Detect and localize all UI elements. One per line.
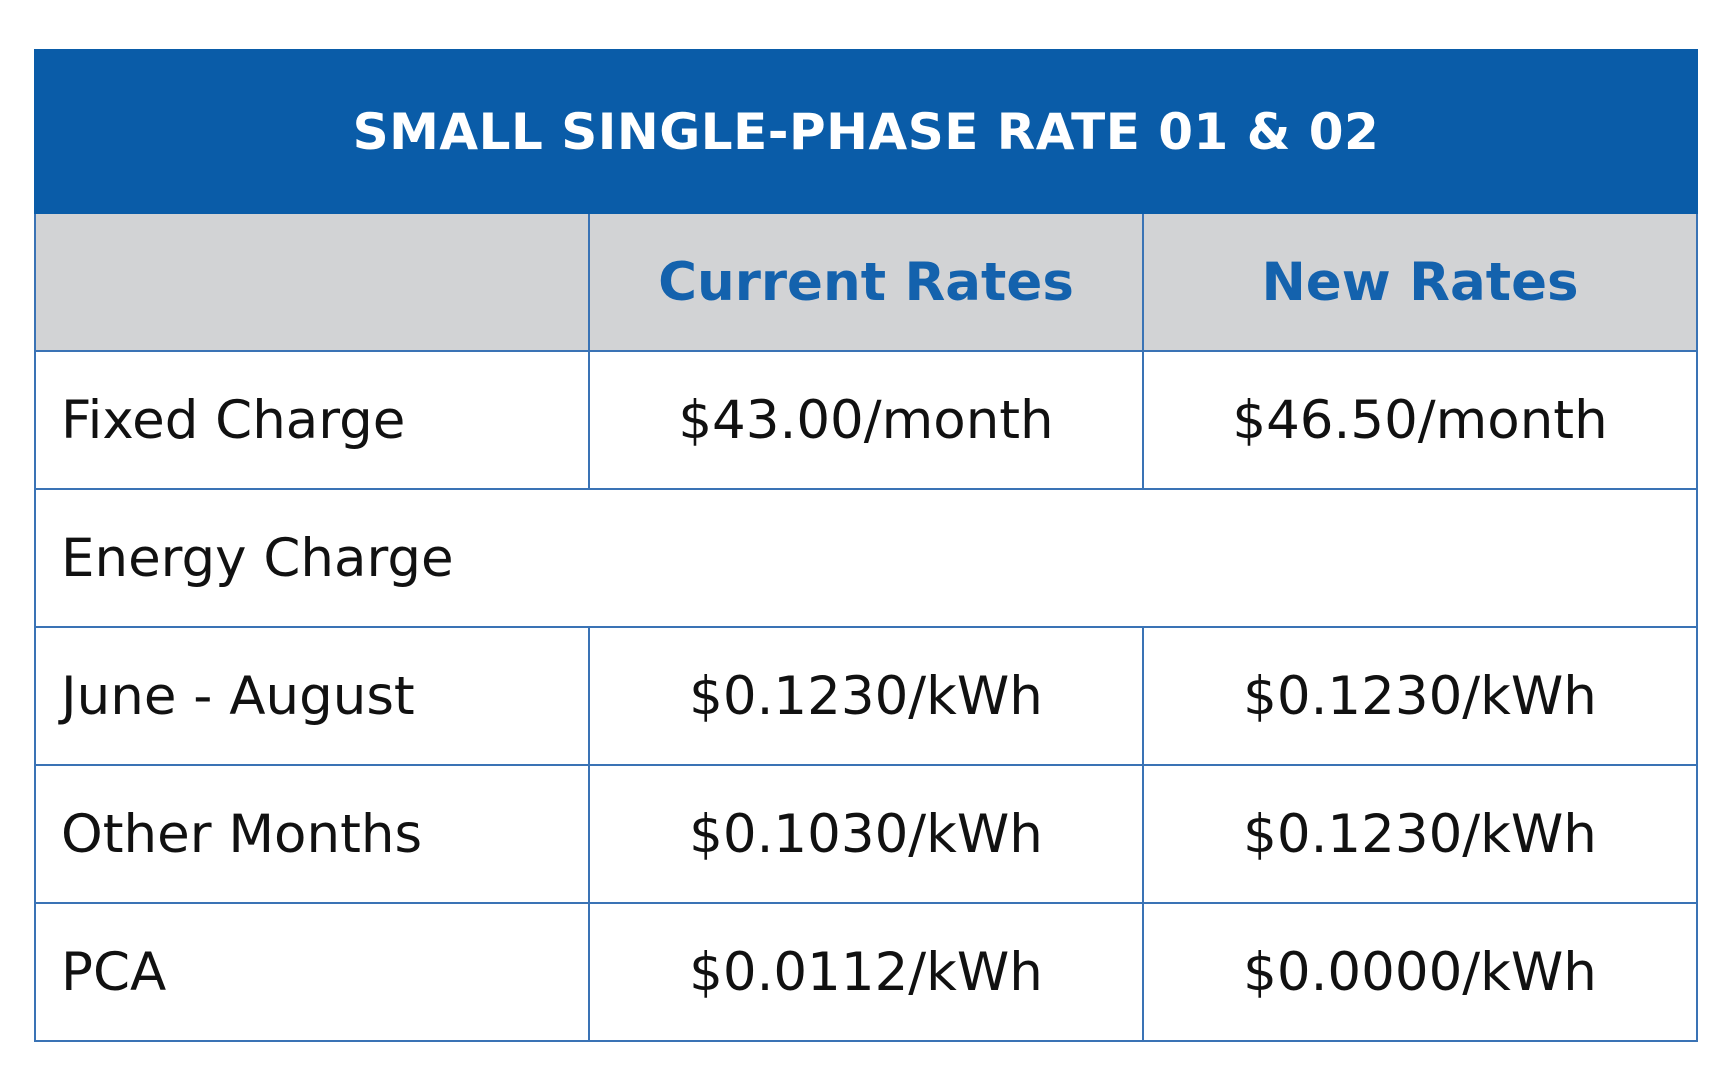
table-row: June - August $0.1230/kWh $0.1230/kWh xyxy=(34,626,1699,766)
title-row: SMALL SINGLE-PHASE RATE 01 & 02 xyxy=(33,49,1699,214)
new-rate-value: $0.1230/kWh xyxy=(1141,764,1699,904)
new-rate-value: $0.1230/kWh xyxy=(1141,626,1699,766)
row-label: June - August xyxy=(34,626,590,766)
new-rate-value: $0.0000/kWh xyxy=(1141,902,1699,1042)
table-row: Other Months $0.1030/kWh $0.1230/kWh xyxy=(34,764,1699,904)
table-row: Fixed Charge $43.00/month $46.50/month xyxy=(34,350,1699,490)
table-title: SMALL SINGLE-PHASE RATE 01 & 02 xyxy=(33,49,1699,214)
rate-table: SMALL SINGLE-PHASE RATE 01 & 02 Current … xyxy=(33,49,1699,1042)
current-rate-value: $0.0112/kWh xyxy=(588,902,1144,1042)
table-row: PCA $0.0112/kWh $0.0000/kWh xyxy=(34,902,1699,1042)
header-current-rates: Current Rates xyxy=(588,212,1144,352)
header-row: Current Rates New Rates xyxy=(34,212,1699,352)
section-label: Energy Charge xyxy=(33,488,1699,628)
table-row-section: Energy Charge xyxy=(33,488,1699,628)
current-rate-value: $43.00/month xyxy=(588,350,1144,490)
current-rate-value: $0.1230/kWh xyxy=(588,626,1144,766)
header-new-rates: New Rates xyxy=(1141,212,1699,352)
header-empty-cell xyxy=(34,212,590,352)
row-label: PCA xyxy=(34,902,590,1042)
current-rate-value: $0.1030/kWh xyxy=(588,764,1144,904)
row-label: Other Months xyxy=(34,764,590,904)
new-rate-value: $46.50/month xyxy=(1141,350,1699,490)
row-label: Fixed Charge xyxy=(34,350,590,490)
